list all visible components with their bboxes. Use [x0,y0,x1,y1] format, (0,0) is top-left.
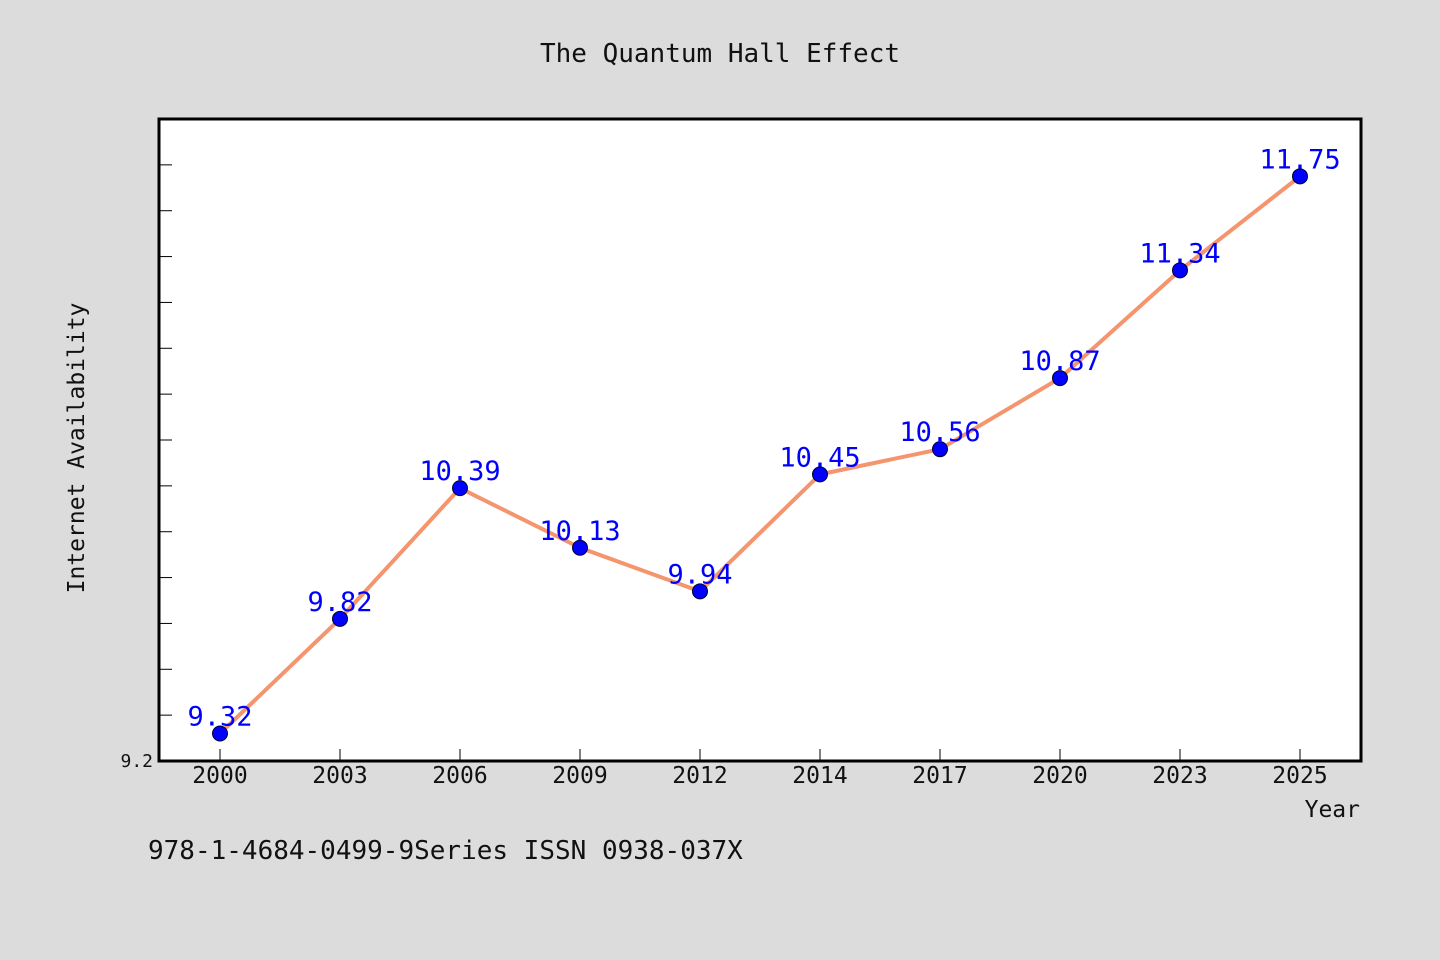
data-label-2017: 10.56 [899,417,980,448]
data-label-2023: 11.34 [1139,238,1220,269]
x-tick-label-2009: 2009 [552,763,607,789]
x-tick-label-2025: 2025 [1272,763,1327,789]
data-label-2014: 10.45 [779,442,860,473]
data-label-2006: 10.39 [419,456,500,487]
data-label-2025: 11.75 [1259,144,1340,175]
data-label-2003: 9.82 [307,587,372,618]
x-tick-label-2017: 2017 [912,763,967,789]
data-label-2012: 9.94 [667,559,732,590]
data-point-2023 [1172,262,1188,279]
x-tick-label-2012: 2012 [672,763,727,789]
footer-note: 978-1-4684-0499-9Series ISSN 0938-037X [148,836,743,866]
x-tick-label-2000: 2000 [192,763,247,789]
x-tick-label-2014: 2014 [792,763,847,789]
data-label-2000: 9.32 [187,701,252,732]
x-tick-label-2003: 2003 [312,763,367,789]
x-axis-label: Year [1305,797,1360,823]
data-point-2009 [572,539,588,556]
x-tick-label-2020: 2020 [1032,763,1087,789]
data-point-2025 [1292,168,1308,185]
data-label-2009: 10.13 [539,516,620,547]
plot-area [157,117,1363,763]
series-line-0 [218,174,1302,736]
data-point-2006 [452,480,468,497]
y-axis-label: Internet Availability [64,303,90,594]
data-label-2020: 10.87 [1019,346,1100,377]
data-point-2000 [212,725,228,742]
data-point-2012 [692,583,708,600]
data-point-2020 [1052,370,1068,387]
data-point-2003 [332,610,348,627]
x-tick-label-2006: 2006 [432,763,487,789]
data-point-2014 [812,466,828,483]
x-tick-label-2023: 2023 [1152,763,1207,789]
data-point-2017 [932,441,948,458]
y-tick-label-0: 9.2 [120,751,153,772]
chart-title: The Quantum Hall Effect [540,39,900,69]
